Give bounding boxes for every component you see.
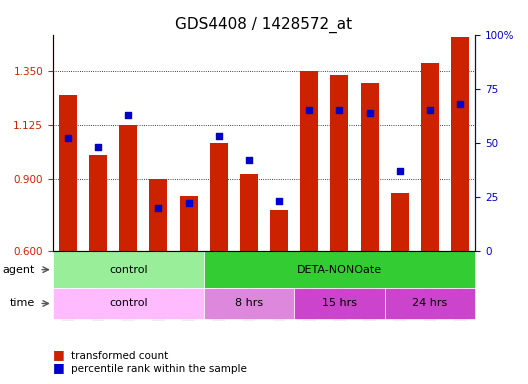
Bar bbox=[361, 83, 379, 251]
Point bbox=[305, 107, 314, 113]
Point bbox=[244, 157, 253, 163]
Text: agent: agent bbox=[2, 265, 35, 275]
Text: DETA-NONOate: DETA-NONOate bbox=[297, 265, 382, 275]
Point bbox=[124, 112, 133, 118]
Point bbox=[456, 101, 464, 107]
Bar bbox=[240, 174, 258, 251]
Bar bbox=[149, 179, 167, 251]
Bar bbox=[53, 288, 204, 319]
Bar bbox=[451, 37, 469, 251]
Bar bbox=[180, 196, 197, 251]
Text: 15 hrs: 15 hrs bbox=[322, 298, 357, 308]
Point bbox=[275, 198, 284, 204]
Point bbox=[395, 168, 404, 174]
Bar bbox=[294, 288, 385, 319]
Point bbox=[64, 136, 72, 142]
Bar bbox=[204, 251, 475, 288]
Text: control: control bbox=[109, 298, 147, 308]
Point bbox=[184, 200, 193, 207]
Point bbox=[154, 205, 163, 211]
Text: time: time bbox=[10, 298, 35, 308]
Bar bbox=[119, 125, 137, 251]
Text: transformed count: transformed count bbox=[71, 351, 168, 361]
Bar bbox=[300, 71, 318, 251]
Text: ■: ■ bbox=[53, 361, 64, 374]
Point bbox=[94, 144, 102, 150]
Point bbox=[335, 107, 344, 113]
Text: percentile rank within the sample: percentile rank within the sample bbox=[71, 364, 247, 374]
Point bbox=[214, 133, 223, 139]
Bar bbox=[89, 155, 107, 251]
Text: 24 hrs: 24 hrs bbox=[412, 298, 448, 308]
Point bbox=[365, 109, 374, 116]
Bar bbox=[385, 288, 475, 319]
Title: GDS4408 / 1428572_at: GDS4408 / 1428572_at bbox=[175, 17, 353, 33]
Bar bbox=[331, 75, 348, 251]
Text: control: control bbox=[109, 265, 147, 275]
Bar bbox=[210, 143, 228, 251]
Point bbox=[426, 107, 434, 113]
Bar bbox=[53, 251, 204, 288]
Bar bbox=[270, 210, 288, 251]
Bar bbox=[204, 288, 294, 319]
Bar bbox=[59, 95, 77, 251]
Bar bbox=[391, 193, 409, 251]
Text: 8 hrs: 8 hrs bbox=[235, 298, 263, 308]
Bar bbox=[421, 63, 439, 251]
Text: ■: ■ bbox=[53, 348, 64, 361]
